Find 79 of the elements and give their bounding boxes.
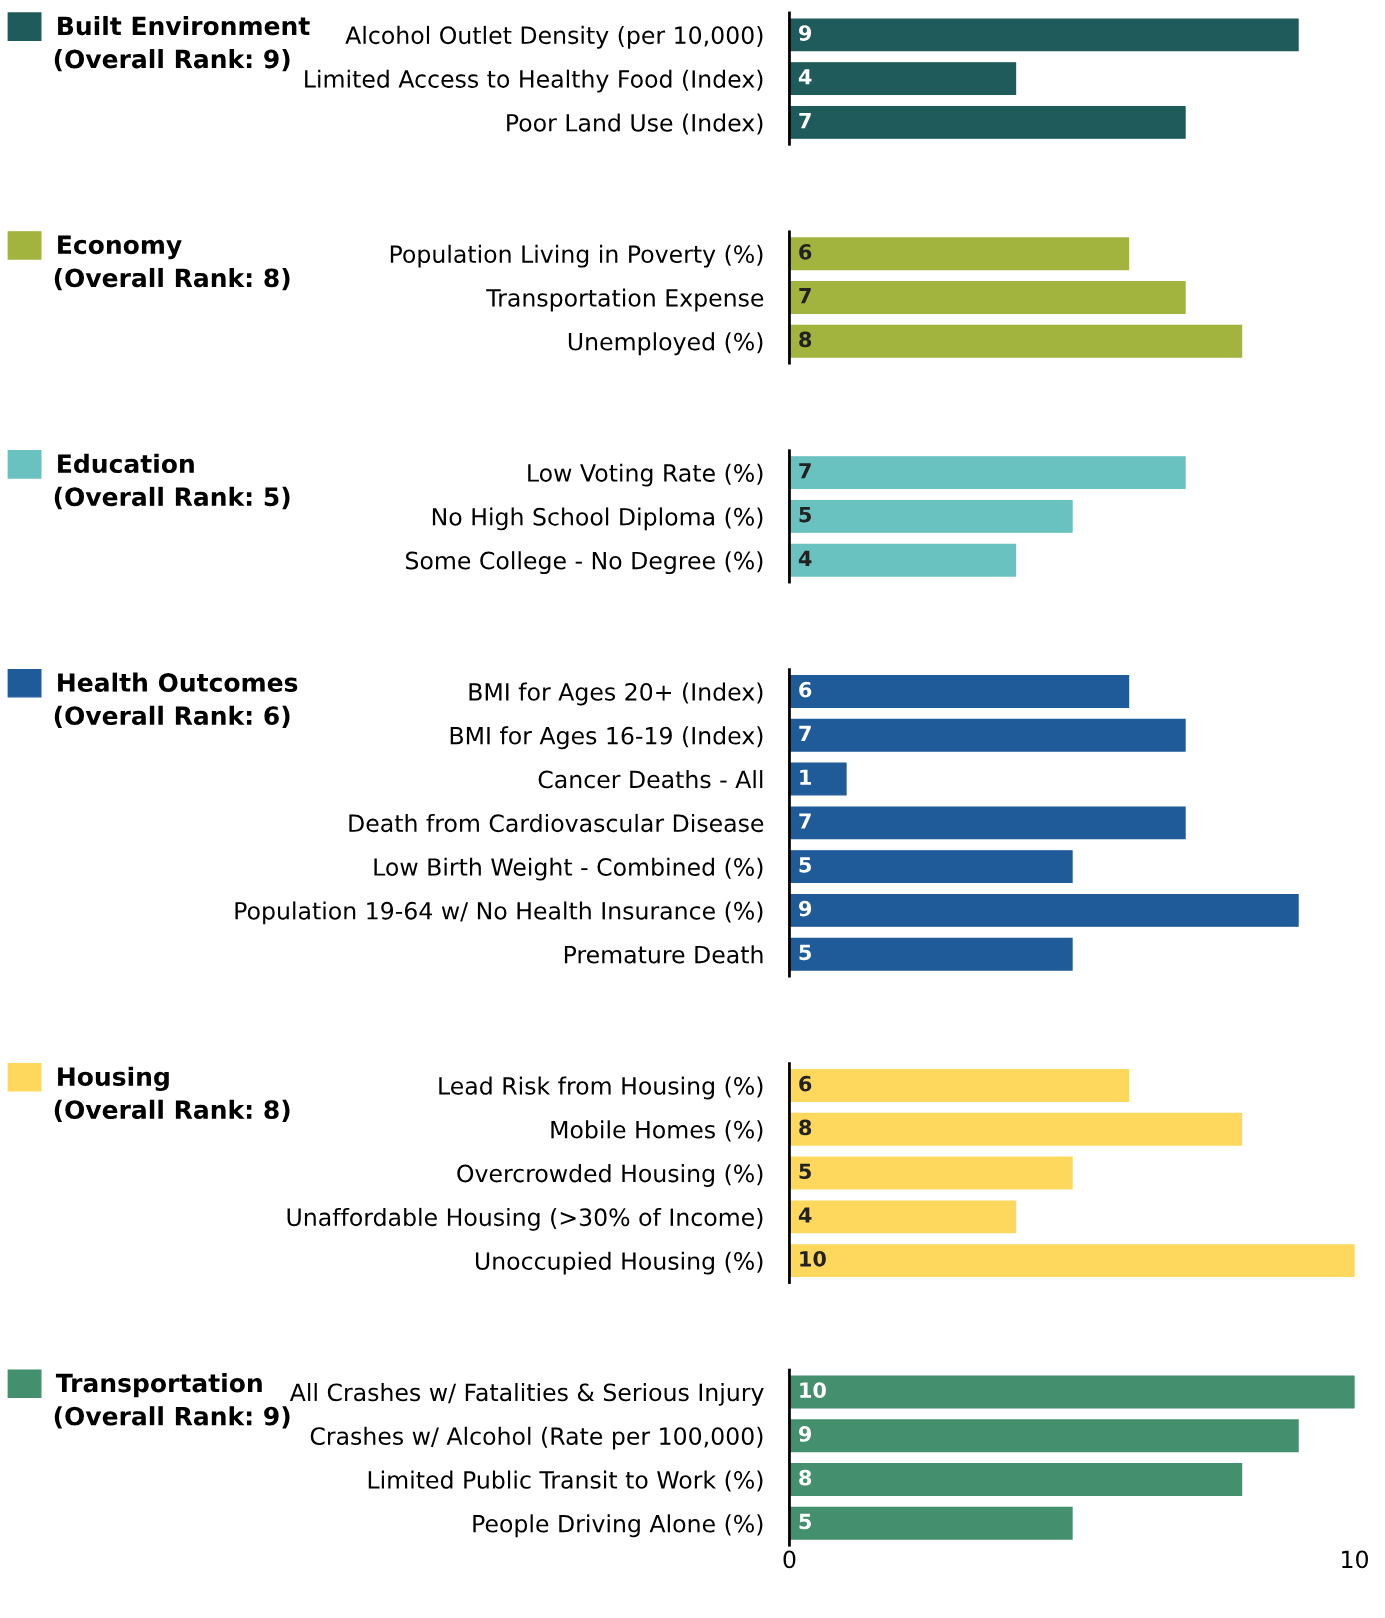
bar [789, 1112, 1243, 1146]
y-tick-label: Overcrowded Housing (%) [457, 1164, 763, 1187]
data-label: 6 [799, 1075, 812, 1092]
y-tick-label: Limited Access to Healthy Food (Index) [305, 69, 763, 93]
bar [789, 1419, 1299, 1453]
y-tick-label: Mobile Homes (%) [551, 1120, 763, 1142]
data-label: 7 [799, 725, 811, 742]
data-label: 5 [799, 1513, 811, 1530]
y-tick-label: People Driving Alone (%) [473, 1514, 763, 1538]
y-tick-label: Unoccupied Housing (%) [475, 1251, 763, 1275]
bar [789, 762, 847, 796]
bar [789, 1463, 1243, 1496]
y-tick-label: All Crashes w/ Fatalities & Serious Injury [289, 1382, 764, 1406]
bar [789, 1200, 1017, 1234]
data-label: 5 [799, 857, 811, 873]
bar [789, 1156, 1073, 1190]
text: (Overall Rank: 6) [54, 705, 290, 729]
legend-label: Transportation [55, 1373, 262, 1398]
y-tick-label: Crashes w/ Alcohol (Rate per 100,000) [310, 1426, 763, 1450]
data-label: 8 [799, 1119, 812, 1136]
text: (Overall Rank: 8) [54, 267, 290, 291]
bar [789, 1069, 1130, 1102]
legend-label: Built Environment [58, 15, 310, 36]
data-label: 10 [800, 1250, 826, 1267]
y-tick-label: Population Living in Poverty (%) [390, 244, 763, 268]
data-label: 8 [799, 331, 812, 348]
data-label: 9 [799, 900, 812, 917]
data-label: 9 [799, 1426, 812, 1442]
y-tick-label: Transportation Expense [486, 288, 764, 312]
y-tick-label: Low Birth Weight - Combined (%) [374, 857, 763, 881]
text: (Overall Rank: 9) [54, 49, 290, 72]
data-label: 6 [799, 681, 812, 698]
text: (Overall Rank: 5) [54, 486, 290, 510]
y-tick-label: Lead Risk from Housing (%) [439, 1076, 763, 1100]
data-label: 7 [799, 463, 811, 479]
data-label: 5 [799, 944, 811, 961]
legend-label: Housing [58, 1066, 169, 1092]
data-label: 7 [799, 288, 811, 304]
bar [789, 1375, 1355, 1409]
y-tick-label: No High School Diploma (%) [432, 507, 763, 531]
y-tick-label: Poor Land Use (Index) [507, 113, 763, 135]
y-tick-label: Limited Public Transit to Work (%) [368, 1470, 763, 1492]
bar [789, 937, 1073, 971]
data-label: 5 [799, 506, 811, 523]
data-label: 4 [798, 69, 812, 85]
bar [789, 675, 1130, 708]
bar [789, 1244, 1355, 1278]
x-tick-label: 0 [783, 1550, 796, 1569]
legend-label: Health Outcomes [58, 672, 298, 692]
y-tick-label: Population 19-64 w/ No Health Insurance (%) [235, 901, 763, 925]
data-label: 1 [800, 769, 811, 785]
y-tick-label: Unaffordable Housing (>30% of Income) [287, 1207, 763, 1231]
data-label: 10 [800, 1382, 826, 1399]
data-label: 5 [799, 1163, 811, 1180]
y-tick-label: BMI for Ages 20+ (Index) [469, 682, 763, 706]
y-tick-label: Some College - No Degree (%) [406, 551, 763, 575]
text: (Overall Rank: 9) [54, 1406, 290, 1429]
data-label: 4 [798, 1207, 812, 1223]
y-tick-label: Cancer Deaths - All [538, 770, 763, 789]
y-tick-label: Death from Cardiovascular Disease [349, 813, 764, 833]
legend-label: Education [58, 453, 194, 474]
data-label: 4 [798, 550, 812, 566]
data-label: 7 [799, 112, 811, 129]
data-label: 7 [799, 813, 811, 829]
y-tick-label: BMI for Ages 16-19 (Index) [450, 726, 763, 750]
bar [789, 806, 1186, 840]
bar [789, 893, 1299, 927]
bar [789, 850, 1073, 884]
bar [789, 1506, 1073, 1540]
y-tick-label: Unemployed (%) [568, 332, 763, 356]
data-label: 8 [799, 1469, 812, 1486]
bar [789, 718, 1186, 752]
y-tick-label: Alcohol Outlet Density (per 10,000) [345, 25, 763, 49]
data-label: 9 [799, 25, 812, 41]
legend-label: Economy [58, 235, 182, 260]
y-tick-label: Low Voting Rate (%) [528, 463, 763, 487]
y-tick-label: Premature Death [564, 945, 763, 964]
data-label: 6 [799, 244, 812, 260]
text: (Overall Rank: 8) [54, 1099, 290, 1123]
